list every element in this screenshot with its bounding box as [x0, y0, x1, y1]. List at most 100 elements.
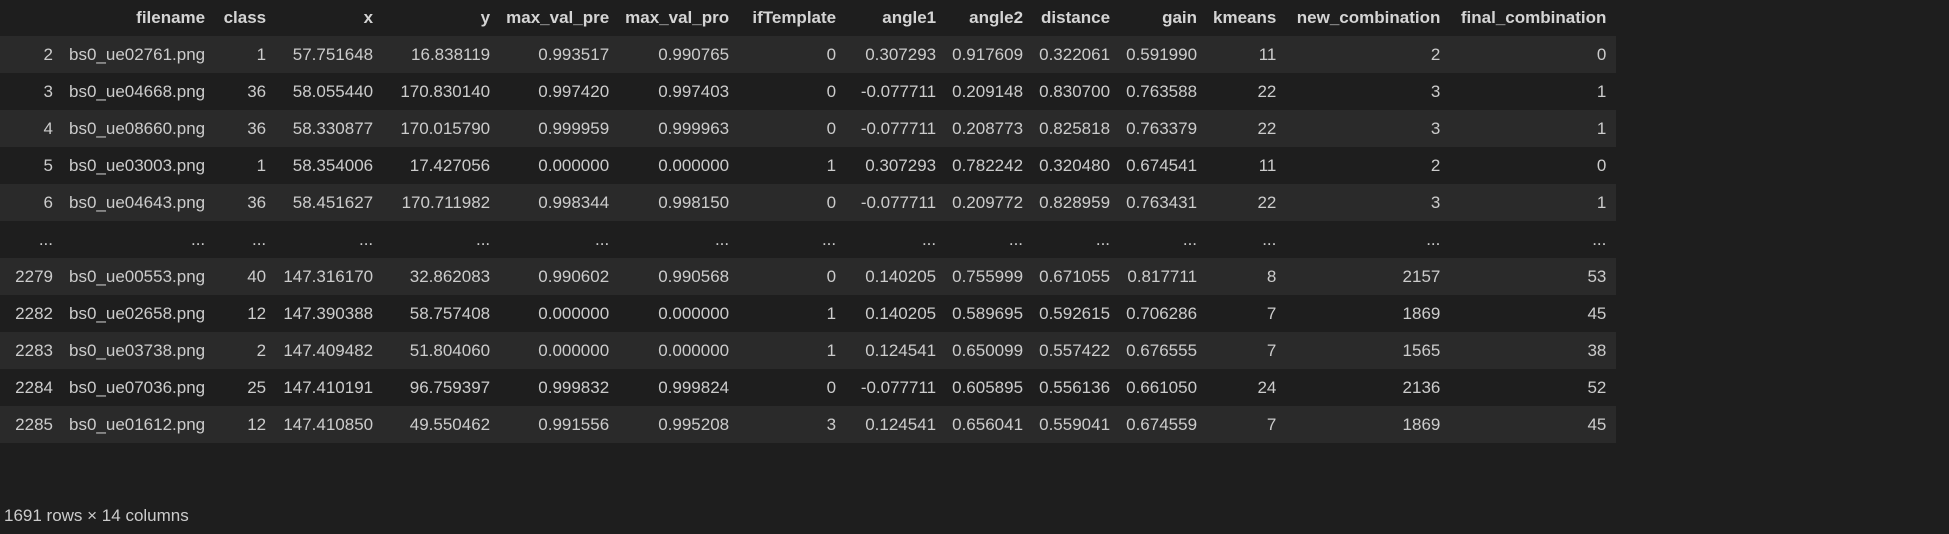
table-cell: 36: [215, 184, 277, 221]
table-cell: 1869: [1286, 295, 1451, 332]
table-cell: 0.559041: [1033, 406, 1121, 443]
table-cell: 1: [1450, 73, 1617, 110]
table-cell: 0: [739, 73, 847, 110]
table-cell: ...: [500, 221, 620, 258]
table-cell: 0.830700: [1033, 73, 1121, 110]
table-cell: bs0_ue04643.png: [63, 184, 216, 221]
table-cell: ...: [1450, 221, 1617, 258]
table-cell: 8: [1207, 258, 1287, 295]
table-row: 3 bs0_ue04668.png 36 58.055440 170.830140 0.9…: [0, 73, 1617, 110]
table-cell: 0.674559: [1120, 406, 1208, 443]
table-cell: 0.140205: [846, 258, 947, 295]
table-cell: 0.650099: [946, 332, 1034, 369]
table-cell: 0.140205: [846, 295, 947, 332]
table-cell: 0.999824: [619, 369, 740, 406]
table-cell: 0.209148: [946, 73, 1034, 110]
column-header-filename: filename: [136, 8, 206, 27]
table-cell: 36: [215, 110, 277, 147]
table-cell: ...: [619, 221, 740, 258]
table-cell: 22: [1207, 184, 1287, 221]
table-cell: ...: [1207, 221, 1287, 258]
table-cell: 170.830140: [383, 73, 501, 110]
table-cell: 7: [1207, 295, 1287, 332]
table-cell: 0.993517: [500, 36, 620, 73]
table-cell: 0: [739, 369, 847, 406]
column-header-angle2: angle2: [969, 8, 1024, 27]
table-cell: 11: [1207, 36, 1287, 73]
table-cell: bs0_ue03003.png: [63, 147, 216, 184]
table-cell: 22: [1207, 110, 1287, 147]
table-cell: 40: [215, 258, 277, 295]
table-cell: 1: [1450, 184, 1617, 221]
table-cell: 147.410191: [276, 369, 384, 406]
table-cell: 0.782242: [946, 147, 1034, 184]
table-row: ........................................…: [0, 221, 1617, 258]
column-header-iftemplate: ifTemplate: [752, 8, 837, 27]
table-cell: 170.015790: [383, 110, 501, 147]
table-cell: 38: [1450, 332, 1617, 369]
table-cell: 12: [215, 295, 277, 332]
table-cell: 0.124541: [846, 406, 947, 443]
table-cell: 0.661050: [1120, 369, 1208, 406]
table-cell: 24: [1207, 369, 1287, 406]
table-cell: 32.862083: [383, 258, 501, 295]
table-cell: 2: [215, 332, 277, 369]
table-cell: 0.307293: [846, 36, 947, 73]
table-cell: 0: [739, 258, 847, 295]
table-cell: 2: [1286, 147, 1451, 184]
table-cell: 0: [739, 110, 847, 147]
table-cell: 45: [1450, 406, 1617, 443]
table-cell: 0.828959: [1033, 184, 1121, 221]
column-header-final-combination: final_combination: [1460, 8, 1607, 27]
table-cell: ...: [276, 221, 384, 258]
table-cell: 0.990568: [619, 258, 740, 295]
table-cell: 0.656041: [946, 406, 1034, 443]
table-cell: 58.354006: [276, 147, 384, 184]
table-cell: 1565: [1286, 332, 1451, 369]
table-cell: 2157: [1286, 258, 1451, 295]
table-cell: bs0_ue07036.png: [63, 369, 216, 406]
column-header-x: x: [363, 8, 374, 27]
table-cell: 0.209772: [946, 184, 1034, 221]
table-cell: 17.427056: [383, 147, 501, 184]
table-cell: 0.605895: [946, 369, 1034, 406]
table-cell: 0.995208: [619, 406, 740, 443]
table-cell: 3: [739, 406, 847, 443]
table-cell: 0.763588: [1120, 73, 1208, 110]
table-cell: 45: [1450, 295, 1617, 332]
table-cell: ...: [1286, 221, 1451, 258]
table-body: 2 bs0_ue02761.png 1 57.751648 16.838119 0.993…: [0, 36, 1617, 443]
table-cell: 58.757408: [383, 295, 501, 332]
table-cell: 0.676555: [1120, 332, 1208, 369]
table-cell: 147.410850: [276, 406, 384, 443]
column-header-new-combination: new_combination: [1296, 8, 1441, 27]
table-cell: 1: [215, 36, 277, 73]
table-cell: 36: [215, 73, 277, 110]
table-cell: bs0_ue00553.png: [63, 258, 216, 295]
table-cell: 3: [1286, 73, 1451, 110]
table-cell: 170.711982: [383, 184, 501, 221]
row-index-cell: 2: [0, 36, 63, 73]
table-cell: 0.763431: [1120, 184, 1208, 221]
table-cell: 3: [1286, 110, 1451, 147]
table-cell: bs0_ue04668.png: [63, 73, 216, 110]
table-cell: 0.917609: [946, 36, 1034, 73]
table-cell: 58.451627: [276, 184, 384, 221]
table-cell: ...: [1120, 221, 1208, 258]
table-cell: -0.077711: [846, 369, 947, 406]
table-cell: ...: [383, 221, 501, 258]
table-cell: 1: [739, 332, 847, 369]
table-cell: 22: [1207, 73, 1287, 110]
row-index-cell: 2283: [0, 332, 63, 369]
table-cell: 0.557422: [1033, 332, 1121, 369]
table-cell: 2136: [1286, 369, 1451, 406]
column-header-y: y: [480, 8, 491, 27]
table-cell: ...: [739, 221, 847, 258]
table-row: 4 bs0_ue08660.png 36 58.330877 170.015790 0.9…: [0, 110, 1617, 147]
table-cell: 7: [1207, 332, 1287, 369]
column-header-class: class: [223, 8, 267, 27]
table-cell: 0: [739, 36, 847, 73]
dataframe-table: filename class x y max_val_pre max_val_pro ifT…: [0, 8, 1617, 443]
row-index-cell: 2285: [0, 406, 63, 443]
table-cell: 57.751648: [276, 36, 384, 73]
